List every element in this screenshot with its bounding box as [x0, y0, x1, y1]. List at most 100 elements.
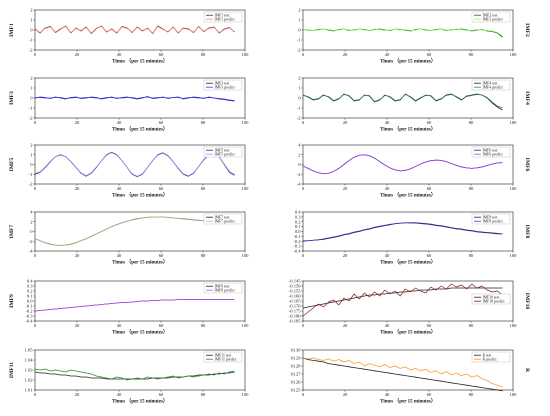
y-tick-label: 10.29 [290, 356, 301, 361]
chart-panel-imf10: 0 20 40 60 80 100-0.185-0.180-0.175-0.170-0.1… [289, 279, 530, 336]
y-tick-label: 0 [30, 96, 33, 101]
y-tick-label: -0.155 [289, 289, 302, 294]
x-tick-label: 60 [427, 186, 432, 191]
legend-box [203, 213, 243, 225]
x-tick-label: 100 [510, 186, 518, 191]
y-tick-label: 2 [298, 76, 301, 81]
y-axis-label: IMF3 [9, 91, 15, 105]
y-tick-label: 0.2 [295, 219, 301, 224]
legend-label: IMF7 predict [215, 220, 236, 224]
series-line-imf8-test [303, 222, 503, 242]
x-tick-label: 80 [201, 52, 206, 57]
legend-label: IMF5 predict [215, 153, 236, 157]
series-line-r-test [302, 357, 503, 392]
legend-box [471, 11, 511, 23]
y-tick-label: -2 [29, 48, 34, 53]
legend-box [203, 351, 243, 363]
x-tick-label: 0 [302, 392, 305, 397]
y-tick-label: 0 [30, 162, 33, 167]
y-tick-label: -1 [29, 172, 34, 177]
y-tick-label: -1 [297, 38, 302, 43]
x-tick-label: 20 [75, 253, 80, 258]
x-tick-label: 80 [201, 186, 206, 191]
y-tick-label: -0.4 [293, 249, 301, 254]
legend-label: IMF4 test [483, 82, 499, 86]
y-tick-label: 0 [298, 96, 301, 101]
x-tick-label: 100 [242, 392, 250, 397]
x-tick-label: 100 [510, 392, 518, 397]
y-tick-label: 1.02 [25, 378, 34, 383]
chart-panel-imf3: 0 20 40 60 80 100 -2 -1 0 1 2 Times （per 15 minutes… [9, 76, 249, 133]
x-axis-label: Times （per 15 minutes） [112, 260, 168, 266]
x-tick-label: 80 [469, 186, 474, 191]
x-tick-label: 60 [159, 392, 164, 397]
y-tick-label: 2 [30, 143, 33, 148]
series-line-imf3-test [34, 96, 235, 102]
y-tick-label: 2 [30, 8, 33, 13]
x-tick-label: 40 [385, 392, 390, 397]
series-line-imf11-predict [34, 368, 235, 381]
x-tick-label: 20 [75, 52, 80, 57]
x-tick-label: 80 [201, 120, 206, 125]
x-axis-label: Times （per 15 minutes） [380, 193, 436, 199]
y-tick-label: -0.1 [293, 234, 301, 239]
y-tick-label: 10.25 [290, 388, 301, 393]
x-tick-label: 60 [159, 120, 164, 125]
legend-box [471, 146, 511, 158]
y-tick-label: -0.145 [289, 279, 302, 284]
y-tick-label: -4 [297, 182, 302, 187]
chart-panel-imf11: 0 20 40 60 80 100 1.01 1.02 1.03 1.04 1.05 Times （p… [9, 348, 249, 405]
series-line-imf1-predict [34, 26, 235, 34]
y-tick-label: 10.27 [290, 372, 301, 377]
legend-box [203, 79, 243, 91]
y-tick-label: 0 [298, 162, 301, 167]
legend-label: IMF1 predict [215, 18, 236, 22]
x-tick-label: 80 [469, 120, 474, 125]
x-tick-label: 0 [302, 253, 305, 258]
y-tick-label: 10.26 [290, 380, 301, 385]
y-tick-label: 0.3 [295, 214, 301, 219]
x-tick-label: 20 [343, 52, 348, 57]
y-tick-label: -0.2 [25, 309, 33, 314]
x-tick-label: 40 [117, 323, 122, 328]
y-tick-label: 1.05 [25, 348, 34, 353]
x-tick-label: 100 [510, 323, 518, 328]
y-tick-label: -1 [29, 38, 34, 43]
y-tick-label: -2 [297, 116, 302, 121]
y-tick-label: -0.1 [25, 304, 33, 309]
legend-label: IMF9 test [215, 285, 231, 289]
y-tick-label: -0.175 [289, 309, 302, 314]
x-tick-label: 60 [427, 120, 432, 125]
y-tick-label: 0.0 [295, 229, 301, 234]
chart-panel-imf2: 0 20 40 60 80 100 -2 -1 0 1 2 Times （per 15 minutes… [297, 8, 530, 65]
x-tick-label: 80 [469, 392, 474, 397]
y-axis-label: IMF10 [524, 293, 530, 310]
y-tick-label: 2 [30, 219, 33, 224]
y-tick-label: -2 [29, 116, 34, 121]
y-tick-label: 1.03 [25, 368, 34, 373]
y-tick-label: 0 [30, 229, 33, 234]
x-tick-label: 100 [242, 186, 250, 191]
x-tick-label: 80 [469, 253, 474, 258]
chart-panel-r: 0 20 40 60 80 100 10.25 10.26 10.27 10.28 10.29 10.… [290, 348, 530, 405]
y-tick-label: 1.01 [25, 388, 34, 393]
chart-panel-imf5: 0 20 40 60 80 100 -2 -1 0 1 2 Times （per 15 minutes… [9, 143, 249, 199]
x-tick-label: 60 [427, 253, 432, 258]
series-line-r-predict [302, 357, 503, 388]
chart-panel-imf9: 0 20 40 60 80 100 -0.4-0.3-0.2-0.10.00.10.20.3… [9, 279, 249, 336]
x-tick-label: 80 [469, 52, 474, 57]
x-tick-label: 100 [242, 323, 250, 328]
x-axis-label: Times （per 15 minutes） [112, 399, 168, 405]
series-line-imf9-test [34, 299, 235, 312]
legend-label: IMF7 test [215, 216, 231, 220]
legend-box [203, 282, 243, 294]
x-tick-label: 40 [117, 253, 122, 258]
x-tick-label: 100 [242, 52, 250, 57]
series-line-imf10-predict [302, 283, 503, 317]
y-axis-label: IMF7 [9, 224, 15, 238]
